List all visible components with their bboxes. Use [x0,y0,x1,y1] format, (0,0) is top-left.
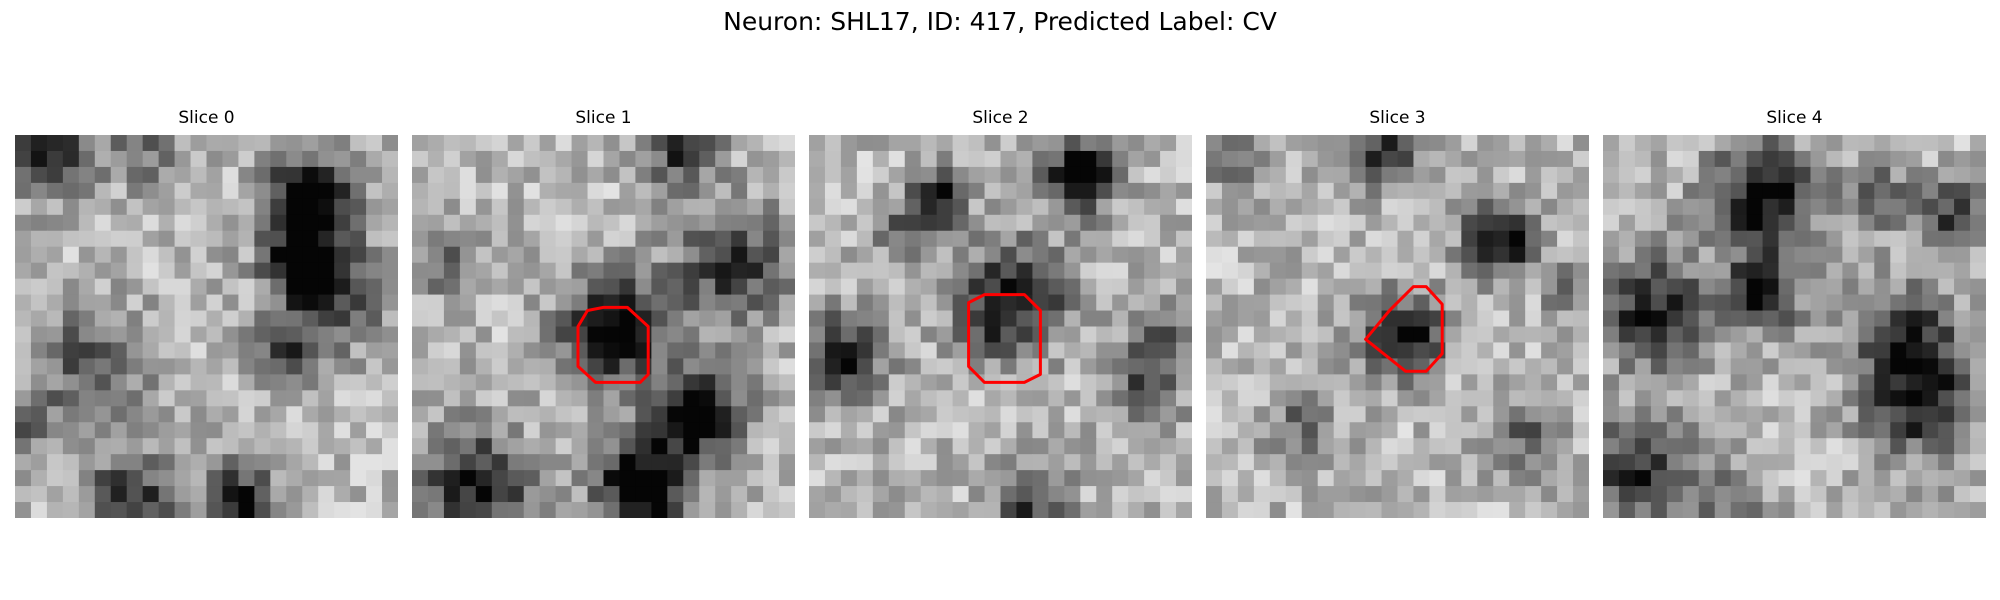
slice-panel-4: Slice 4 [1603,107,1986,518]
slice-title-4: Slice 4 [1603,107,1986,129]
slice-image-4 [1603,135,1986,518]
slice-title-0: Slice 0 [15,107,398,129]
slice-image-3 [1206,135,1589,518]
slice-panel-3: Slice 3 [1206,107,1589,518]
slice-title-3: Slice 3 [1206,107,1589,129]
figure-title: Neuron: SHL17, ID: 417, Predicted Label:… [0,6,2000,38]
slice-panel-2: Slice 2 [809,107,1192,518]
slice-image-0 [15,135,398,518]
slice-panel-0: Slice 0 [15,107,398,518]
slice-title-2: Slice 2 [809,107,1192,129]
slice-title-1: Slice 1 [412,107,795,129]
slice-image-2 [809,135,1192,518]
slice-image-1 [412,135,795,518]
slice-panel-1: Slice 1 [412,107,795,518]
